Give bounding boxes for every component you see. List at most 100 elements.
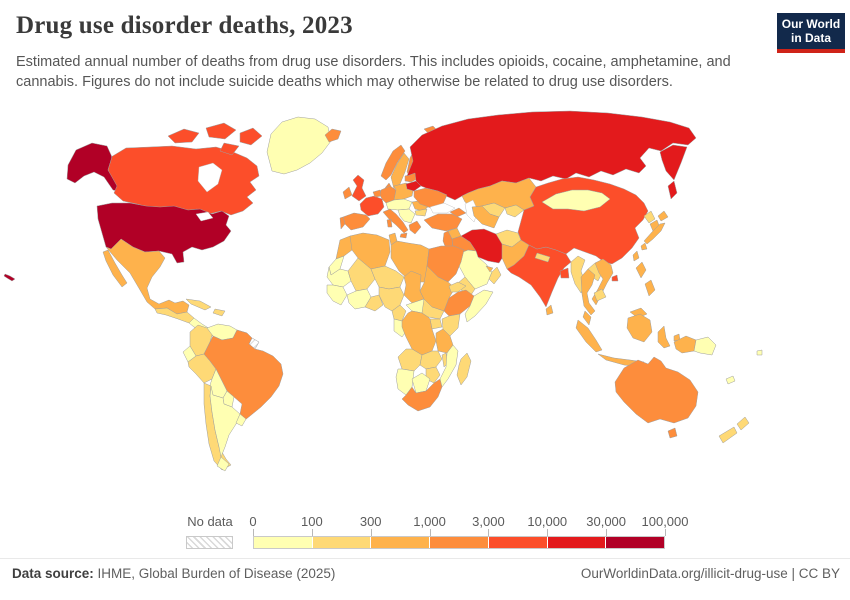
- country-mozambique[interactable]: [439, 344, 459, 388]
- country-bangladesh[interactable]: [559, 267, 570, 279]
- data-source: Data source: IHME, Global Burden of Dise…: [12, 566, 335, 581]
- country-canada-arctic[interactable]: [167, 122, 263, 156]
- country-drc[interactable]: [401, 310, 437, 356]
- country-japan[interactable]: [640, 210, 669, 251]
- footer-divider: [0, 558, 850, 559]
- country-australia[interactable]: [614, 356, 699, 424]
- country-angola[interactable]: [397, 348, 423, 372]
- country-india[interactable]: [506, 244, 572, 308]
- legend-bin-4[interactable]: [488, 537, 548, 548]
- country-belarus[interactable]: [405, 180, 422, 192]
- legend-bin-6[interactable]: [606, 537, 665, 548]
- legend-bin-3[interactable]: [430, 537, 489, 548]
- country-greenland[interactable]: [266, 116, 332, 175]
- country-argentina[interactable]: [209, 385, 241, 472]
- country-mongolia[interactable]: [541, 189, 611, 212]
- country-balkans[interactable]: [397, 208, 416, 224]
- country-zambia[interactable]: [419, 350, 443, 370]
- country-nepal[interactable]: [534, 252, 551, 263]
- legend-tick-label: 100,000: [641, 514, 689, 529]
- country-turkey[interactable]: [423, 213, 463, 232]
- legend-bar: [253, 536, 665, 549]
- country-taiwan[interactable]: [632, 250, 640, 262]
- legend-bin-1[interactable]: [312, 537, 372, 548]
- country-indonesia[interactable]: [575, 313, 681, 368]
- legend-tick-label: 0: [249, 514, 257, 529]
- legend-bin-5[interactable]: [547, 537, 607, 548]
- country-mexico[interactable]: [105, 238, 190, 315]
- country-new-caledonia[interactable]: [725, 375, 736, 385]
- country-philippines[interactable]: [635, 261, 656, 297]
- country-uruguay[interactable]: [235, 413, 247, 427]
- legend-ticks: 0 100 300 1,000 3,000 10,000 30,000 100,000: [249, 514, 689, 536]
- legend-tick-line: [429, 529, 431, 536]
- country-nigeria[interactable]: [378, 286, 405, 312]
- country-france[interactable]: [359, 195, 385, 217]
- legend-tick-line: [606, 529, 608, 536]
- legend-tick-line: [665, 529, 666, 536]
- chart-subtitle: Estimated annual number of deaths from d…: [16, 54, 731, 91]
- legend-tick-line: [488, 529, 490, 536]
- legend-tick-label: 3,000: [472, 514, 505, 529]
- country-canada[interactable]: [107, 145, 260, 216]
- data-source-label: Data source:: [12, 566, 94, 581]
- legend-tick-line: [311, 529, 313, 536]
- country-new-zealand[interactable]: [718, 416, 750, 444]
- owid-logo-line1: Our World: [781, 16, 841, 31]
- country-bulgaria[interactable]: [414, 208, 428, 217]
- country-cambodia[interactable]: [593, 288, 607, 302]
- legend-tick-label: 30,000: [586, 514, 627, 529]
- legend-tick-label: 10,000: [527, 514, 568, 529]
- page-title: Drug use disorder deaths, 2023: [16, 12, 353, 39]
- country-algeria[interactable]: [349, 232, 391, 270]
- footer-link[interactable]: OurWorldinData.org/illicit-drug-use | CC…: [580, 566, 840, 581]
- country-ghana-togo-benin[interactable]: [364, 294, 384, 312]
- country-hispaniola[interactable]: [212, 308, 226, 317]
- country-uae[interactable]: [485, 265, 494, 273]
- country-fiji[interactable]: [756, 349, 763, 356]
- country-south-africa[interactable]: [401, 378, 443, 412]
- country-baja-california[interactable]: [102, 249, 128, 288]
- legend-tick-line: [370, 529, 372, 536]
- country-tasmania[interactable]: [667, 427, 678, 439]
- country-cameroon[interactable]: [391, 304, 407, 322]
- country-turkmenistan[interactable]: [471, 205, 500, 229]
- country-spain[interactable]: [342, 212, 371, 231]
- legend-tick-line: [253, 529, 254, 536]
- country-thailand[interactable]: [580, 268, 596, 316]
- country-sri-lanka[interactable]: [545, 304, 554, 316]
- country-oman[interactable]: [488, 266, 502, 285]
- country-kyrgyzstan[interactable]: [504, 204, 525, 218]
- country-greece[interactable]: [408, 220, 422, 235]
- country-norway[interactable]: [380, 144, 406, 181]
- country-chad[interactable]: [403, 270, 425, 304]
- country-italy[interactable]: [382, 208, 409, 239]
- country-russia[interactable]: [406, 110, 697, 201]
- country-somalia[interactable]: [464, 289, 494, 323]
- country-mali[interactable]: [347, 257, 376, 292]
- country-iceland[interactable]: [324, 128, 342, 143]
- great-lakes: [195, 211, 214, 222]
- country-eritrea[interactable]: [448, 281, 467, 293]
- country-hainan[interactable]: [611, 274, 619, 282]
- country-cuba[interactable]: [185, 298, 212, 311]
- country-botswana[interactable]: [411, 372, 431, 394]
- black-sea: [429, 202, 456, 214]
- legend-tick-label: 300: [359, 514, 382, 529]
- no-data-label: No data: [187, 514, 233, 529]
- legend-bin-0[interactable]: [254, 537, 313, 548]
- hudson-bay: [197, 162, 223, 193]
- country-senegal-guinea[interactable]: [326, 284, 348, 306]
- country-uk[interactable]: [351, 174, 367, 202]
- country-portugal[interactable]: [339, 216, 346, 230]
- country-ireland[interactable]: [342, 186, 353, 200]
- no-data-swatch[interactable]: [186, 536, 233, 549]
- owid-logo[interactable]: Our World in Data: [777, 13, 845, 53]
- country-madagascar[interactable]: [456, 352, 472, 386]
- country-north-korea[interactable]: [643, 210, 656, 224]
- legend-bin-2[interactable]: [371, 537, 431, 548]
- country-hawaii[interactable]: [3, 273, 16, 282]
- country-papua-new-guinea[interactable]: [693, 336, 717, 356]
